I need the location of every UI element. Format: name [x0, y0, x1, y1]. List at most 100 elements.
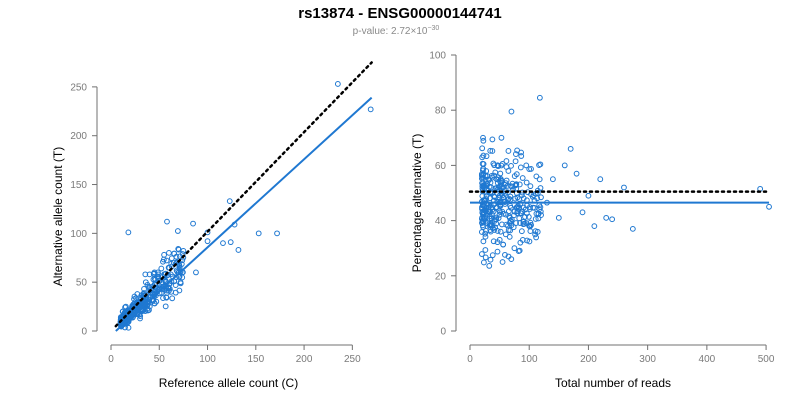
- data-point: [518, 228, 525, 235]
- data-point: [536, 176, 543, 183]
- data-point: [502, 251, 508, 258]
- data-point: [482, 254, 489, 261]
- data-point: [526, 223, 533, 230]
- data-point: [523, 162, 530, 169]
- x-tick-label: 500: [758, 354, 775, 365]
- data-point: [174, 228, 181, 234]
- data-point: [513, 151, 519, 157]
- data-point: [497, 170, 504, 177]
- data-point: [482, 247, 489, 253]
- data-point: [533, 173, 540, 180]
- x-tick-label: 0: [467, 354, 473, 365]
- data-point: [530, 204, 536, 211]
- data-point: [160, 295, 166, 301]
- y-tick-label: 60: [435, 161, 447, 172]
- data-point: [505, 148, 512, 154]
- y-axis-label: Alternative allele count (T): [51, 147, 65, 286]
- data-point: [537, 208, 544, 215]
- data-point: [480, 238, 487, 245]
- data-point: [165, 287, 172, 294]
- x-tick-label: 100: [521, 354, 538, 365]
- data-point: [487, 228, 494, 235]
- data-point: [609, 216, 616, 223]
- data-points: [478, 94, 772, 269]
- data-point: [493, 176, 500, 182]
- data-point: [517, 239, 524, 246]
- data-point: [506, 233, 513, 240]
- data-point: [489, 222, 496, 229]
- scatter-panel-percentage: 0 100 200 300 400 500 0 20 40 60 80 100 Total number…: [410, 51, 775, 391]
- data-point: [491, 162, 498, 169]
- data-point: [478, 251, 485, 257]
- x-tick-label: 100: [199, 354, 216, 365]
- data-point: [131, 311, 138, 318]
- y-tick-label: 80: [435, 106, 447, 117]
- data-point: [506, 213, 513, 220]
- x-axis-label: Reference allele count (C): [159, 376, 298, 390]
- data-point: [489, 190, 496, 196]
- data-point: [480, 137, 487, 144]
- data-point: [160, 258, 166, 265]
- data-point: [125, 229, 132, 236]
- data-point: [487, 221, 494, 227]
- data-point: [164, 218, 170, 225]
- data-point: [507, 193, 514, 200]
- scatter-panel-counts: 0 50 100 150 200 250 0 50 100 150 200 250 Reference …: [51, 61, 374, 390]
- data-point: [493, 216, 500, 223]
- data-point: [488, 173, 495, 179]
- p-value-exponent: −30: [427, 25, 439, 32]
- y-tick-label: 100: [429, 51, 446, 62]
- data-point: [520, 204, 527, 211]
- data-point: [142, 271, 149, 278]
- data-point: [597, 176, 604, 183]
- data-point: [591, 223, 598, 230]
- data-point: [486, 183, 493, 190]
- data-point: [481, 216, 487, 223]
- data-point: [532, 231, 539, 238]
- data-point: [516, 215, 523, 222]
- data-point: [573, 170, 580, 177]
- y-tick-label: 100: [70, 229, 87, 240]
- data-point: [517, 210, 524, 216]
- data-point: [177, 279, 184, 286]
- data-point: [173, 253, 180, 260]
- data-point: [511, 245, 518, 252]
- data-point: [498, 134, 505, 141]
- data-point: [514, 204, 521, 211]
- data-point: [167, 271, 174, 278]
- data-point: [142, 279, 149, 286]
- data-point: [603, 214, 610, 221]
- data-point: [151, 300, 158, 307]
- data-point: [513, 185, 520, 192]
- data-point: [502, 182, 508, 188]
- y-tick-label: 150: [70, 180, 87, 191]
- data-point: [226, 198, 233, 205]
- data-point: [169, 295, 176, 302]
- data-point: [146, 283, 152, 290]
- data-point: [367, 106, 374, 113]
- data-point: [520, 218, 527, 225]
- reference-line: [114, 61, 373, 328]
- y-tick-label: 200: [70, 131, 87, 142]
- data-point: [486, 262, 493, 269]
- data-point: [480, 134, 486, 141]
- data-point: [536, 162, 542, 168]
- data-point: [482, 230, 489, 237]
- data-point: [518, 153, 525, 159]
- data-point: [579, 209, 586, 216]
- data-point: [505, 253, 512, 260]
- data-point: [527, 206, 533, 212]
- data-point: [163, 257, 170, 264]
- data-point: [508, 162, 514, 169]
- data-point: [500, 241, 507, 248]
- data-point: [151, 269, 158, 276]
- data-point: [512, 158, 519, 165]
- data-point: [513, 220, 519, 226]
- data-point: [505, 227, 512, 233]
- data-point: [503, 158, 510, 164]
- data-point: [527, 183, 534, 190]
- data-point: [334, 81, 341, 87]
- data-point: [505, 168, 512, 174]
- y-tick-label: 20: [435, 271, 447, 282]
